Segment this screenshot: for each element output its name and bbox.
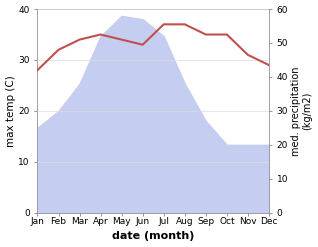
Y-axis label: med. precipitation
(kg/m2): med. precipitation (kg/m2) xyxy=(291,66,313,156)
X-axis label: date (month): date (month) xyxy=(112,231,194,242)
Y-axis label: max temp (C): max temp (C) xyxy=(5,75,16,147)
